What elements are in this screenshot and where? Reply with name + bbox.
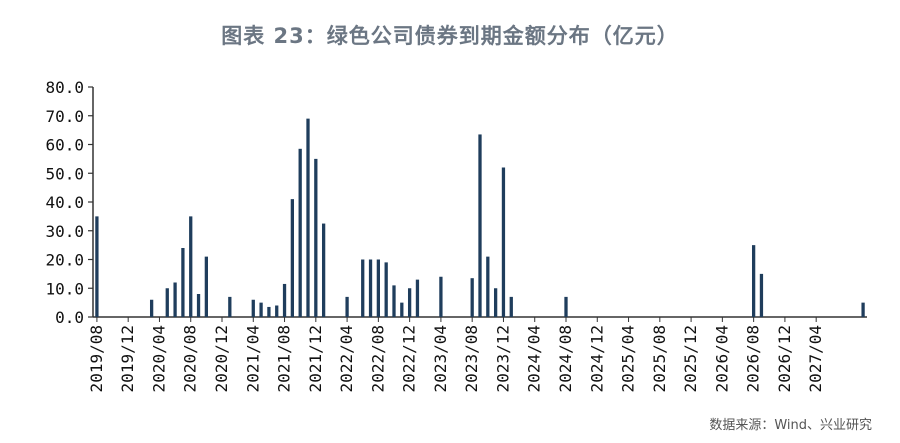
x-tick-label: 2021/12 bbox=[306, 325, 325, 392]
bar bbox=[439, 276, 443, 317]
x-tick-label: 2022/12 bbox=[400, 325, 419, 392]
bar bbox=[861, 302, 865, 318]
bar bbox=[189, 216, 193, 318]
bar bbox=[345, 296, 349, 318]
bar bbox=[259, 302, 263, 318]
bar bbox=[509, 296, 513, 318]
x-tick-label: 2024/04 bbox=[525, 325, 544, 392]
bar bbox=[470, 278, 474, 317]
bar bbox=[149, 299, 154, 317]
bar bbox=[95, 216, 99, 318]
bar bbox=[493, 288, 498, 317]
x-tick-label: 2020/12 bbox=[212, 325, 231, 392]
x-tick-label: 2023/04 bbox=[431, 325, 450, 392]
bar bbox=[564, 296, 568, 318]
x-tick-label: 2026/08 bbox=[744, 325, 763, 392]
bar bbox=[196, 294, 201, 317]
bar bbox=[400, 302, 404, 318]
bar bbox=[384, 262, 388, 318]
bar bbox=[306, 118, 310, 318]
x-tick-label: 2022/08 bbox=[368, 325, 387, 392]
y-tick-label: 50.0 bbox=[45, 164, 84, 183]
x-tick-label: 2024/12 bbox=[587, 325, 606, 392]
source-note: 数据来源：Wind、兴业研究 bbox=[709, 418, 872, 433]
y-tick-label: 80.0 bbox=[45, 78, 84, 97]
bar bbox=[267, 306, 271, 317]
bar bbox=[407, 288, 412, 317]
y-tick-label: 20.0 bbox=[45, 251, 84, 270]
x-tick-label: 2019/12 bbox=[118, 325, 137, 392]
y-tick-label: 0.0 bbox=[55, 308, 84, 327]
bar bbox=[228, 296, 232, 318]
bar bbox=[321, 223, 326, 317]
x-tick-label: 2019/08 bbox=[87, 325, 106, 392]
bar bbox=[392, 285, 396, 318]
bar bbox=[751, 245, 756, 318]
x-tick-label: 2025/04 bbox=[619, 325, 638, 392]
y-tick-label: 70.0 bbox=[45, 107, 84, 126]
bar bbox=[282, 283, 287, 317]
x-tick-label: 2022/04 bbox=[337, 325, 356, 392]
x-tick-label: 2023/08 bbox=[462, 325, 481, 392]
bar bbox=[486, 256, 490, 318]
y-tick-label: 40.0 bbox=[45, 193, 84, 212]
bar bbox=[298, 148, 302, 317]
bar bbox=[204, 256, 208, 318]
x-tick-label: 2020/04 bbox=[149, 325, 168, 392]
x-tick-label: 2023/12 bbox=[493, 325, 512, 392]
x-tick-label: 2025/12 bbox=[681, 325, 700, 392]
bar bbox=[376, 259, 380, 317]
bar bbox=[165, 288, 169, 317]
bar bbox=[290, 199, 294, 318]
bar bbox=[361, 259, 365, 317]
x-tick-label: 2026/04 bbox=[712, 325, 731, 392]
x-tick-label: 2021/08 bbox=[275, 325, 294, 392]
bar bbox=[173, 282, 177, 317]
bar bbox=[251, 299, 255, 317]
bar bbox=[368, 259, 373, 317]
x-tick-label: 2027/04 bbox=[806, 325, 825, 392]
bar bbox=[314, 158, 318, 318]
y-tick-label: 10.0 bbox=[45, 279, 84, 298]
bar bbox=[415, 279, 420, 318]
x-tick-label: 2020/08 bbox=[181, 325, 200, 392]
x-tick-label: 2025/08 bbox=[650, 325, 669, 392]
y-tick-label: 60.0 bbox=[45, 136, 84, 155]
x-tick-label: 2021/04 bbox=[243, 325, 262, 392]
x-tick-label: 2024/08 bbox=[556, 325, 575, 392]
bar bbox=[275, 305, 279, 317]
bar bbox=[501, 167, 506, 317]
bar bbox=[181, 248, 185, 317]
bar bbox=[759, 273, 764, 318]
y-tick-label: 30.0 bbox=[45, 222, 84, 241]
bar bbox=[478, 134, 482, 317]
chart-title: 图表 23：绿色公司债券到期金额分布（亿元） bbox=[221, 24, 679, 48]
x-tick-label: 2026/12 bbox=[775, 325, 794, 392]
